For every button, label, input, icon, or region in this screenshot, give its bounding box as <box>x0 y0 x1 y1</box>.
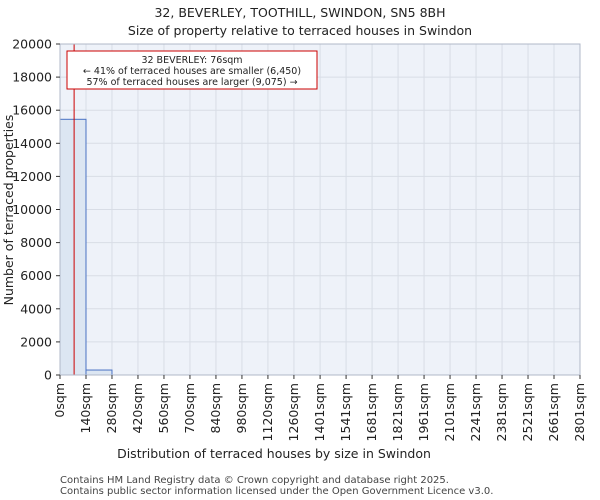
y-tick-label: 18000 <box>12 70 52 85</box>
y-tick-label: 20000 <box>12 37 52 52</box>
x-tick-label: 0sqm <box>52 383 67 418</box>
x-tick-label: 980sqm <box>234 383 249 433</box>
x-tick-label: 1541sqm <box>338 383 353 441</box>
x-tick-label: 2521sqm <box>520 383 535 441</box>
x-tick-label: 2241sqm <box>468 383 483 441</box>
annotation-line-1: 32 BEVERLEY: 76sqm <box>141 55 242 66</box>
x-tick-label: 1681sqm <box>364 383 379 441</box>
y-tick-label: 6000 <box>20 268 52 283</box>
x-tick-label: 700sqm <box>182 383 197 433</box>
x-tick-label: 2661sqm <box>546 383 561 441</box>
x-tick-label: 280sqm <box>104 383 119 433</box>
histogram-bar-140sqm <box>85 369 113 376</box>
annotation-line-2: ← 41% of terraced houses are smaller (6,… <box>83 66 301 77</box>
x-tick-label: 1120sqm <box>260 383 275 441</box>
x-tick-label: 420sqm <box>130 383 145 433</box>
x-tick-label: 840sqm <box>208 383 223 433</box>
annotation-line-3: 57% of terraced houses are larger (9,075… <box>86 77 297 88</box>
x-tick-label: 560sqm <box>156 383 171 433</box>
x-tick-label: 1821sqm <box>390 383 405 441</box>
chart-title: 32, BEVERLEY, TOOTHILL, SWINDON, SN5 8BH <box>154 5 445 20</box>
y-tick-label: 8000 <box>20 235 52 250</box>
histogram-bar-0sqm <box>59 118 87 376</box>
footer-copyright: Contains HM Land Registry data © Crown c… <box>60 475 449 486</box>
y-tick-label: 0 <box>44 368 52 383</box>
x-tick-label: 2101sqm <box>442 383 457 441</box>
y-tick-label: 16000 <box>12 103 52 118</box>
x-tick-label: 1961sqm <box>416 383 431 441</box>
chart-subtitle: Size of property relative to terraced ho… <box>128 23 472 38</box>
footer-licence: Contains public sector information licen… <box>60 486 493 497</box>
y-tick-label: 4000 <box>20 301 52 316</box>
y-tick-label: 12000 <box>12 169 52 184</box>
x-tick-label: 1260sqm <box>286 383 301 441</box>
x-tick-label: 140sqm <box>78 383 93 433</box>
x-tick-label: 2801sqm <box>572 383 587 441</box>
annotation-box: 32 BEVERLEY: 76sqm ← 41% of terraced hou… <box>66 50 318 90</box>
y-axis-label: Number of terraced properties <box>1 115 16 306</box>
y-tick-label: 10000 <box>12 202 52 217</box>
y-tick-label: 2000 <box>20 334 52 349</box>
x-axis-label: Distribution of terraced houses by size … <box>117 446 431 461</box>
x-tick-label: 1401sqm <box>312 383 327 441</box>
x-tick-label: 2381sqm <box>494 383 509 441</box>
annotation-frame <box>66 50 318 90</box>
y-tick-label: 14000 <box>12 136 52 151</box>
